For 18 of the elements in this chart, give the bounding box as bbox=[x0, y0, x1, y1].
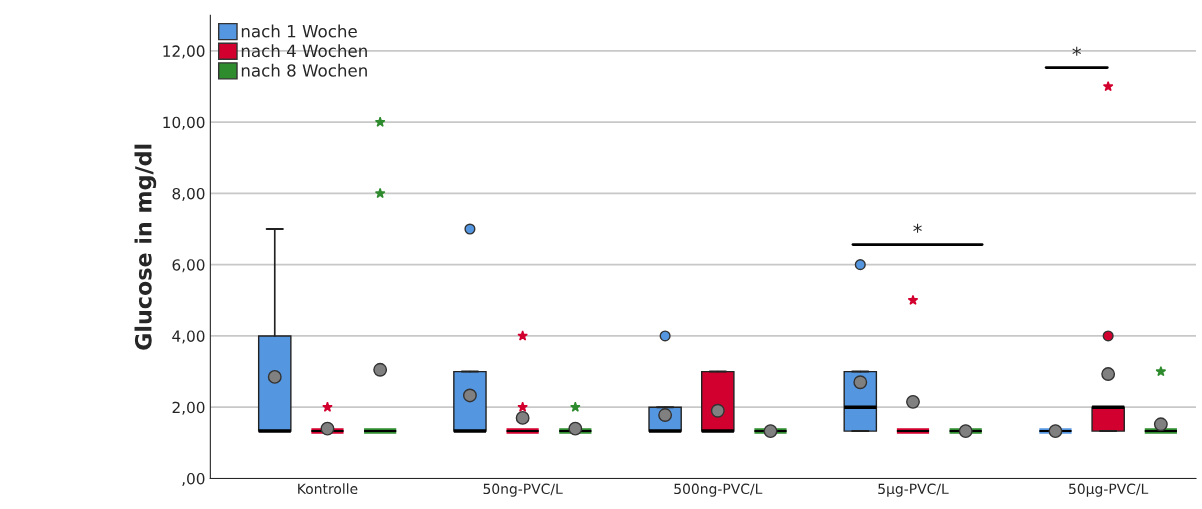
y-tick-label: ,00 bbox=[182, 472, 205, 487]
y-axis-title: Glucose in mg/dl bbox=[134, 144, 157, 350]
y-tick-label: 12,00 bbox=[163, 45, 205, 59]
x-tick-label: 5µg-PVC/L bbox=[878, 483, 949, 497]
x-tick-label: 500ng-PVC/L bbox=[674, 483, 763, 497]
y-tick-label: 8,00 bbox=[172, 187, 205, 201]
y-tick-label: 4,00 bbox=[172, 330, 205, 344]
x-tick-label: 50µg-PVC/L bbox=[1069, 483, 1149, 497]
y-tick-label: 6,00 bbox=[172, 259, 205, 273]
annotation: * bbox=[1072, 46, 1082, 56]
legend-label: nach 8 Wochen bbox=[241, 63, 367, 77]
y-tick-label: 10,00 bbox=[163, 116, 205, 130]
legend-label: nach 4 Wochen bbox=[241, 44, 367, 58]
legend-label: nach 1 Woche bbox=[241, 24, 357, 38]
x-tick-label: Kontrolle bbox=[298, 483, 358, 495]
y-tick-label: 2,00 bbox=[172, 401, 205, 415]
x-tick-label: 50ng-PVC/L bbox=[483, 483, 563, 497]
annotation: * bbox=[913, 223, 922, 233]
